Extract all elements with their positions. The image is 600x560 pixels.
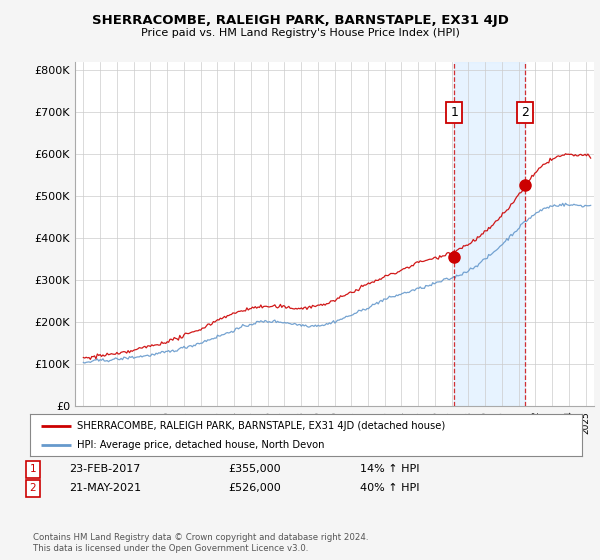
Text: 23-FEB-2017: 23-FEB-2017	[69, 464, 140, 474]
Bar	[454, 62, 525, 406]
Text: 1: 1	[450, 105, 458, 119]
Text: £355,000: £355,000	[228, 464, 281, 474]
Text: SHERRACOMBE, RALEIGH PARK, BARNSTAPLE, EX31 4JD (detached house): SHERRACOMBE, RALEIGH PARK, BARNSTAPLE, E…	[77, 421, 445, 431]
Text: Contains HM Land Registry data © Crown copyright and database right 2024.
This d: Contains HM Land Registry data © Crown c…	[33, 533, 368, 553]
Text: 21-MAY-2021: 21-MAY-2021	[69, 483, 141, 493]
Text: 1: 1	[29, 464, 37, 474]
Text: 2: 2	[29, 483, 37, 493]
Text: 40% ↑ HPI: 40% ↑ HPI	[360, 483, 419, 493]
Text: SHERRACOMBE, RALEIGH PARK, BARNSTAPLE, EX31 4JD: SHERRACOMBE, RALEIGH PARK, BARNSTAPLE, E…	[92, 14, 508, 27]
Text: 14% ↑ HPI: 14% ↑ HPI	[360, 464, 419, 474]
Text: £526,000: £526,000	[228, 483, 281, 493]
Text: Price paid vs. HM Land Registry's House Price Index (HPI): Price paid vs. HM Land Registry's House …	[140, 28, 460, 38]
Text: HPI: Average price, detached house, North Devon: HPI: Average price, detached house, Nort…	[77, 440, 325, 450]
Text: 2: 2	[521, 105, 529, 119]
